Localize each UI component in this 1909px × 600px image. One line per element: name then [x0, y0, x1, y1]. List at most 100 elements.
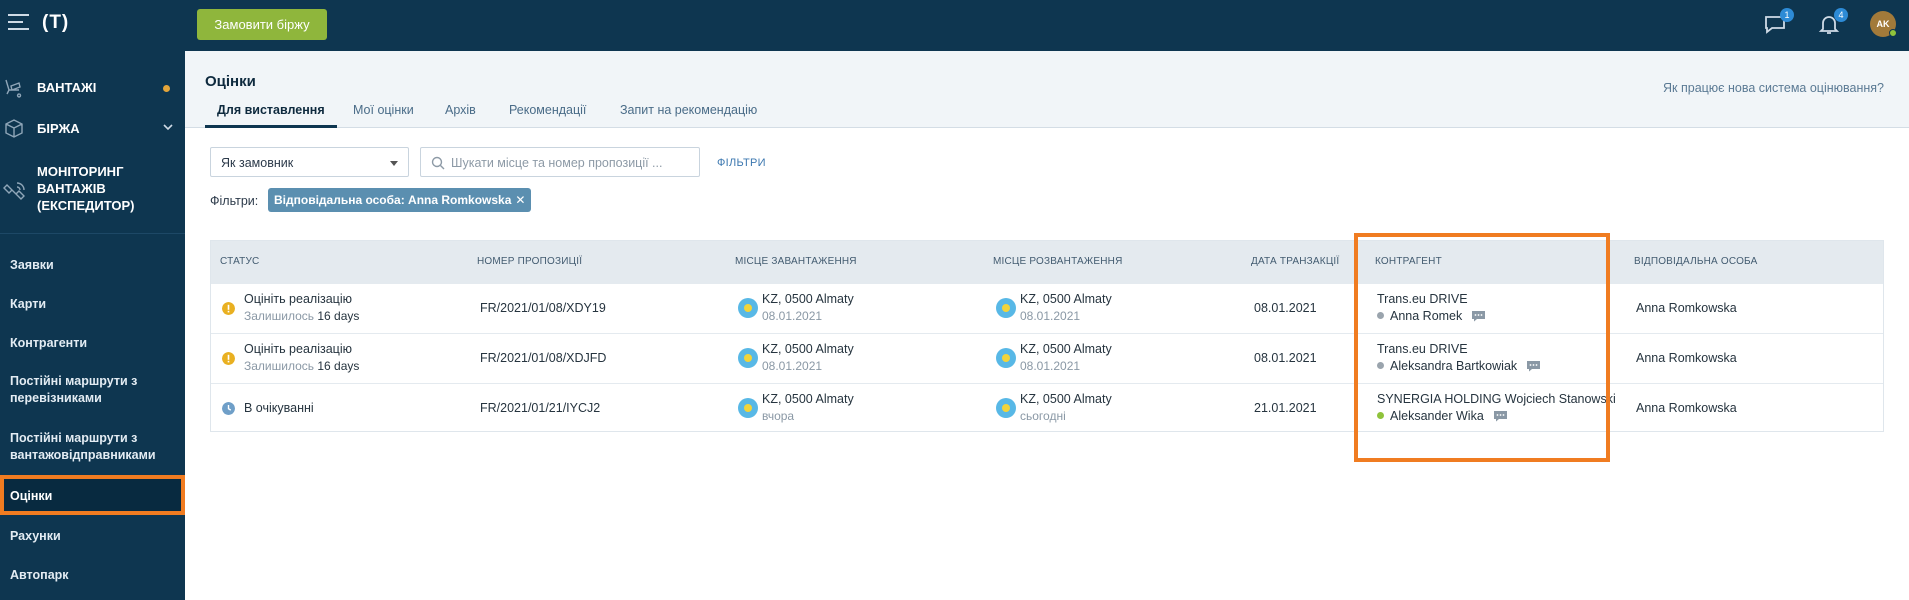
- satellite-icon: [3, 182, 25, 200]
- kz-flag-icon: [738, 398, 758, 418]
- table-row[interactable]: В очікуванні FR/2021/01/21/IYCJ2 KZ, 050…: [211, 383, 1883, 431]
- filters-link[interactable]: ФІЛЬТРИ: [717, 157, 766, 169]
- table-row[interactable]: Оцініть реалізацію Залишилось 16 days FR…: [211, 283, 1883, 333]
- user-avatar[interactable]: AK: [1870, 11, 1897, 37]
- filter-chip-label: Відповідальна особа: Anna Romkowska: [274, 193, 512, 207]
- kz-flag-icon: [996, 298, 1016, 318]
- tab-to-rate[interactable]: Для виставлення: [205, 103, 337, 128]
- column-header-loading-place[interactable]: Місце завантаження: [735, 256, 857, 267]
- responsible-person: Anna Romkowska: [1636, 301, 1737, 315]
- table-header: Статус Номер пропозиції Місце завантажен…: [211, 241, 1883, 283]
- chat-icon[interactable]: [1471, 310, 1486, 322]
- contractor-person-name[interactable]: Aleksander Wika: [1390, 409, 1484, 423]
- messages-button[interactable]: 1: [1763, 8, 1794, 38]
- notifications-button[interactable]: 4: [1817, 8, 1848, 38]
- sidebar-item-label: МОНІТОРИНГ ВАНТАЖІВ (ЕКСПЕДИТОР): [37, 164, 135, 213]
- hamburger-menu-icon[interactable]: [8, 14, 29, 32]
- search-icon: [431, 156, 445, 170]
- sidebar-item-contractors[interactable]: Контрагенти: [10, 336, 88, 350]
- chat-icon[interactable]: [1526, 360, 1541, 372]
- bell-icon: [1818, 16, 1840, 34]
- unloading-place: KZ, 0500 Almaty: [1020, 292, 1112, 306]
- transaction-date: 08.01.2021: [1254, 301, 1317, 315]
- column-header-offer-number[interactable]: Номер пропозиції: [477, 256, 583, 267]
- warning-icon: [222, 302, 235, 315]
- search-input[interactable]: [451, 153, 691, 173]
- offer-number[interactable]: FR/2021/01/08/XDJFD: [480, 351, 607, 365]
- sidebar-item-ratings[interactable]: Оцінки: [0, 475, 185, 515]
- transaction-date: 08.01.2021: [1254, 351, 1317, 365]
- role-select-value: Як замовник: [221, 156, 294, 170]
- cargo-icon: [5, 79, 22, 98]
- column-header-transaction-date[interactable]: Дата транзакції: [1251, 256, 1340, 267]
- remaining-value: 16 days: [317, 309, 360, 323]
- chat-icon[interactable]: [1493, 410, 1508, 422]
- contractor-company[interactable]: Trans.eu DRIVE: [1377, 342, 1468, 356]
- order-exchange-button[interactable]: Замовити біржу: [197, 9, 327, 40]
- messages-badge: 1: [1780, 8, 1794, 22]
- clock-icon: [222, 402, 235, 415]
- avatar-initials: AK: [1876, 19, 1890, 29]
- unloading-date: 08.01.2021: [1020, 359, 1081, 373]
- online-status-dot: [1889, 29, 1897, 37]
- sidebar-item-label: Оцінки: [10, 489, 53, 503]
- chevron-down-icon[interactable]: [162, 121, 174, 133]
- tab-recommendations[interactable]: Рекомендації: [509, 103, 587, 117]
- sidebar-item-fleet[interactable]: Автопарк: [10, 568, 69, 582]
- cargo-notification-dot: [163, 85, 170, 92]
- help-link[interactable]: Як працює нова система оцінювання?: [1663, 81, 1884, 95]
- status-remaining: Залишилось 16 days: [244, 359, 359, 373]
- contractor-company[interactable]: Trans.eu DRIVE: [1377, 292, 1468, 306]
- unloading-date: сьогодні: [1020, 409, 1066, 423]
- contractor-person-name[interactable]: Aleksandra Bartkowiak: [1390, 359, 1518, 373]
- table-row[interactable]: Оцініть реалізацію Залишилось 16 days FR…: [211, 333, 1883, 383]
- notifications-badge: 4: [1834, 8, 1848, 22]
- sidebar-item-shipper-routes[interactable]: Постійні маршрути з вантажовідправниками: [10, 431, 156, 462]
- offer-number[interactable]: FR/2021/01/21/IYCJ2: [480, 401, 601, 415]
- contractor-person-name[interactable]: Anna Romek: [1390, 309, 1463, 323]
- loading-date: 08.01.2021: [762, 309, 823, 323]
- sidebar-item-carrier-routes[interactable]: Постійні маршрути з перевізниками: [10, 374, 138, 405]
- remaining-label: Залишилось: [244, 359, 315, 373]
- status-text: Оцініть реалізацію: [244, 292, 352, 306]
- contractor-person: Aleksander Wika: [1377, 409, 1508, 423]
- close-icon[interactable]: ✕: [515, 193, 526, 207]
- sidebar-main-section: ВАНТАЖІ БІРЖА МОНІТОРИНГ ВАНТАЖІВ (ЕКСПЕ…: [0, 51, 185, 234]
- column-header-responsible-person[interactable]: Відповідальна особа: [1634, 256, 1758, 267]
- app-logo[interactable]: (T): [42, 12, 70, 33]
- status-text: В очікуванні: [244, 401, 314, 415]
- presence-dot: [1377, 412, 1384, 420]
- filters-label: Фільтри:: [210, 194, 259, 208]
- tab-my-ratings[interactable]: Мої оцінки: [353, 103, 414, 117]
- status-remaining: Залишилось 16 days: [244, 309, 359, 323]
- column-header-unloading-place[interactable]: Місце розвантаження: [993, 256, 1123, 267]
- responsible-person: Anna Romkowska: [1636, 351, 1737, 365]
- contractor-company[interactable]: SYNERGIA HOLDING Wojciech Stanowski: [1377, 392, 1616, 406]
- loading-place: KZ, 0500 Almaty: [762, 392, 854, 406]
- contractor-person: Aleksandra Bartkowiak: [1377, 359, 1541, 373]
- transaction-date: 21.01.2021: [1254, 401, 1317, 415]
- contractor-person: Anna Romek: [1377, 309, 1486, 323]
- remaining-label: Залишилось: [244, 309, 315, 323]
- contractor-column-highlight: [1354, 233, 1610, 462]
- column-header-contractor[interactable]: Контрагент: [1375, 256, 1442, 267]
- offer-number[interactable]: FR/2021/01/08/XDY19: [480, 301, 606, 315]
- tab-archive[interactable]: Архів: [445, 103, 476, 117]
- sidebar: ВАНТАЖІ БІРЖА МОНІТОРИНГ ВАНТАЖІВ (ЕКСПЕ…: [0, 51, 185, 600]
- sidebar-item-requests[interactable]: Заявки: [10, 258, 54, 272]
- role-select[interactable]: Як замовник: [210, 147, 409, 177]
- unloading-place: KZ, 0500 Almaty: [1020, 392, 1112, 406]
- loading-date: 08.01.2021: [762, 359, 823, 373]
- unloading-place: KZ, 0500 Almaty: [1020, 342, 1112, 356]
- search-box[interactable]: [420, 147, 700, 177]
- responsible-person: Anna Romkowska: [1636, 401, 1737, 415]
- loading-place: KZ, 0500 Almaty: [762, 342, 854, 356]
- presence-dot: [1377, 312, 1384, 320]
- column-header-status[interactable]: Статус: [220, 256, 260, 267]
- box-icon: [5, 119, 23, 138]
- tab-recommendation-request[interactable]: Запит на рекомендацію: [620, 103, 758, 117]
- loading-place: KZ, 0500 Almaty: [762, 292, 854, 306]
- sidebar-item-invoices[interactable]: Рахунки: [10, 529, 61, 543]
- kz-flag-icon: [738, 298, 758, 318]
- sidebar-item-maps[interactable]: Карти: [10, 297, 47, 311]
